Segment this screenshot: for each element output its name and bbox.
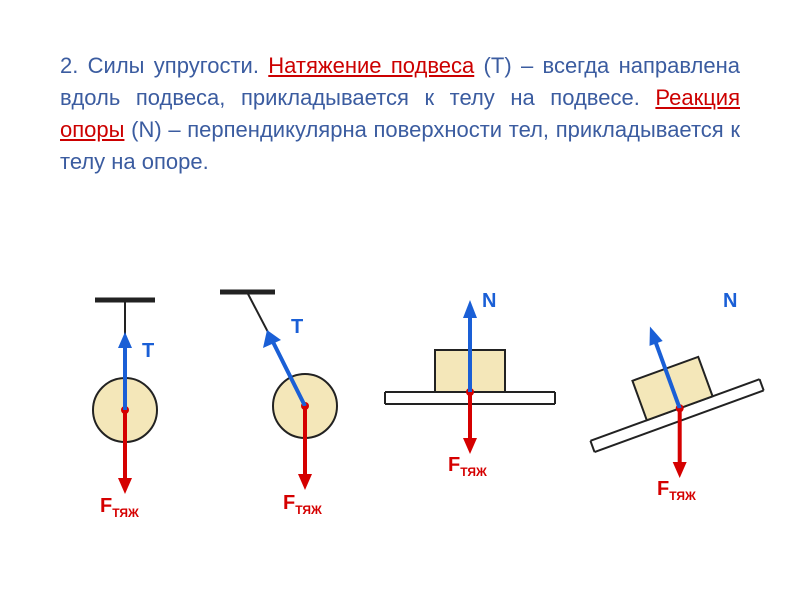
gravity-arrow-head [118,478,132,494]
label-F-sub: ТЯЖ [669,489,696,503]
diagram-2-svg [205,280,365,520]
label-F-text: F [283,492,295,514]
surface-end-l [590,441,594,452]
gravity-arrow-head [298,474,312,490]
label-F-text: F [100,495,112,517]
tension-arrow-head [118,332,132,348]
normal-arrow-head [463,300,477,318]
label-F-sub: ТЯЖ [295,503,322,517]
label-F-gravity: FТЯЖ [100,495,139,520]
tension-arrow-head [263,330,281,348]
diagram-normal-inclined: N FТЯЖ [575,260,775,500]
surface-end-r [760,379,764,390]
label-N: N [482,290,496,313]
diagram-tension-vertical: T FТЯЖ [60,290,190,520]
label-F-gravity: FТЯЖ [657,478,696,503]
label-T: T [291,316,303,339]
diagrams-area: T FТЯЖ T FТЯЖ [0,260,800,580]
heading-text: 2. Силы упругости. Натяжение подвеса (T)… [60,50,740,178]
label-T-text: T [142,340,154,362]
gravity-arrow-head [673,462,687,478]
label-F-sub: ТЯЖ [112,506,139,520]
heading-part-3: (N) – перпендикулярна поверхности тел, п… [60,117,740,174]
label-N: N [723,290,737,313]
diagram-4-svg [575,260,775,500]
incline-group [575,297,764,452]
label-T-text: T [291,316,303,338]
normal-arrow-head [643,324,662,346]
label-F-text: F [657,478,669,500]
diagram-tension-angled: T FТЯЖ [205,280,365,520]
diagram-normal-horizontal: N FТЯЖ [380,260,560,490]
label-F-gravity: FТЯЖ [283,492,322,517]
heading-part-1: Силы упругости. [78,53,268,78]
diagram-1-svg [60,290,190,520]
label-F-gravity: FТЯЖ [448,454,487,479]
heading-term-1: Натяжение подвеса [268,53,474,78]
gravity-arrow-head [463,438,477,454]
label-F-sub: ТЯЖ [460,465,487,479]
label-F-text: F [448,454,460,476]
label-T: T [142,340,154,363]
label-N-text: N [482,290,496,312]
label-N-text: N [723,290,737,312]
heading-number: 2. [60,53,78,78]
